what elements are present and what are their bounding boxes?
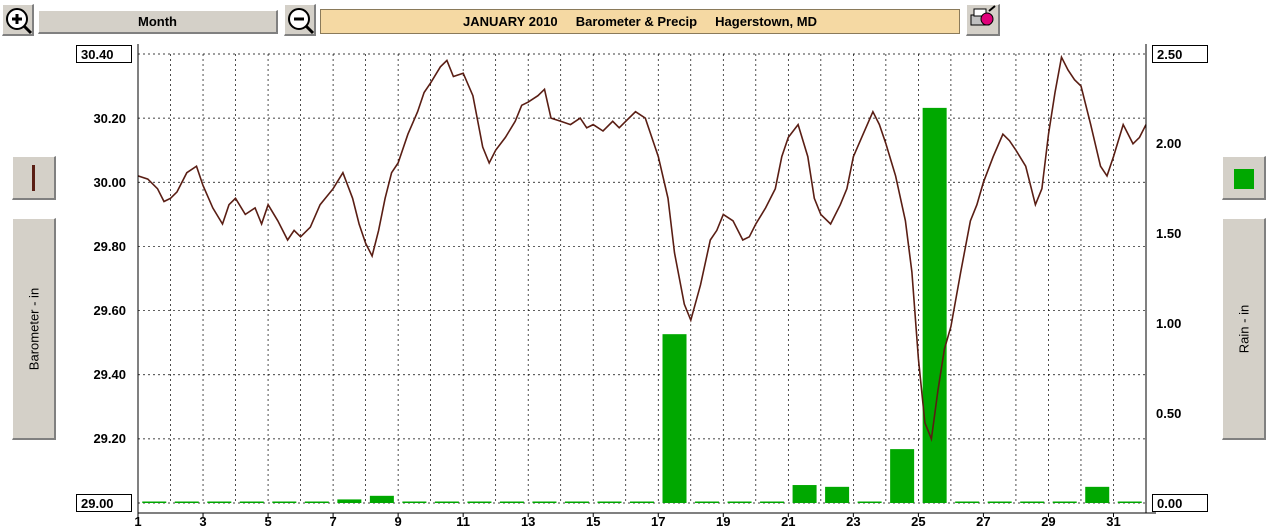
period-selector[interactable]: Month <box>38 10 278 34</box>
rain-bar <box>760 501 785 503</box>
rain-bar <box>207 501 232 503</box>
left-y-tick-label: 29.00 <box>76 494 132 512</box>
rain-bar <box>597 501 622 503</box>
rain-bars <box>142 107 1142 503</box>
left-y-tick-label: 29.40 <box>93 367 126 383</box>
rain-bar <box>1020 501 1045 503</box>
rain-bar <box>142 501 167 503</box>
rain-bar <box>402 501 427 503</box>
x-tick-label: 13 <box>521 514 535 529</box>
rain-bar <box>1052 501 1077 503</box>
rain-bar <box>564 501 589 503</box>
right-y-tick-label: 2.00 <box>1156 136 1182 152</box>
barometer-line-icon <box>32 165 35 191</box>
rain-bar <box>825 486 850 503</box>
rain-bar <box>174 501 199 503</box>
left-y-tick-label: 29.60 <box>93 303 126 319</box>
x-tick-label: 21 <box>781 514 795 529</box>
rain-bar <box>532 501 557 503</box>
x-tick-label: 31 <box>1106 514 1120 529</box>
x-tick-label: 7 <box>329 514 336 529</box>
rain-color-swatch[interactable] <box>1222 156 1266 200</box>
rain-bar <box>695 501 720 503</box>
rain-bar <box>987 501 1012 503</box>
left-y-tick-label: 30.00 <box>93 174 126 190</box>
x-tick-label: 3 <box>199 514 206 529</box>
zoom-in-icon <box>6 8 33 35</box>
rain-bar <box>239 501 264 503</box>
rain-bar <box>922 107 947 503</box>
right-y-tick-label: 1.50 <box>1156 226 1182 242</box>
rain-bar-icon <box>1234 169 1254 189</box>
left-y-tick-label: 30.20 <box>93 110 126 126</box>
grid-lines <box>138 53 1146 504</box>
pressure-line <box>137 54 1147 443</box>
plot-frame <box>137 44 1156 514</box>
rain-bar <box>337 499 362 503</box>
rain-bar <box>499 501 524 503</box>
rain-bar <box>304 501 329 503</box>
zoom-out-button[interactable] <box>284 4 316 36</box>
right-y-tick-label: 0.50 <box>1156 405 1182 421</box>
barometer-axis-button[interactable]: Barometer - in <box>12 218 56 440</box>
print-icon <box>970 5 996 26</box>
x-tick-label: 19 <box>716 514 730 529</box>
zoom-out-icon <box>288 8 315 35</box>
right-y-tick-label: 0.00 <box>1152 494 1208 512</box>
chart-title: JANUARY 2010 Barometer & Precip Hagersto… <box>320 9 960 34</box>
rain-bar <box>727 501 752 503</box>
left-y-tick-label: 29.20 <box>93 431 126 447</box>
rain-bar <box>955 501 980 503</box>
rain-bar <box>272 501 297 503</box>
rain-bar <box>890 449 915 503</box>
rain-bar <box>857 501 882 503</box>
rain-bar <box>792 485 817 503</box>
rain-bar <box>630 501 654 503</box>
print-button[interactable] <box>966 4 1000 36</box>
zoom-in-button[interactable] <box>2 4 34 36</box>
rain-axis-button[interactable]: Rain - in <box>1222 218 1266 440</box>
x-tick-label: 29 <box>1041 514 1055 529</box>
barometer-color-swatch[interactable] <box>12 156 56 200</box>
x-tick-label: 1 <box>134 514 141 529</box>
rain-bar <box>369 495 394 503</box>
x-tick-label: 5 <box>264 514 271 529</box>
x-tick-label: 17 <box>651 514 665 529</box>
rain-bar <box>662 334 687 503</box>
rain-bar <box>434 501 459 503</box>
left-y-tick-label: 29.80 <box>93 238 126 254</box>
right-y-tick-label: 2.50 <box>1152 45 1208 63</box>
rain-bar <box>1085 486 1110 503</box>
x-tick-label: 27 <box>976 514 990 529</box>
x-tick-label: 9 <box>395 514 402 529</box>
rain-bar <box>1117 501 1142 503</box>
rain-bar <box>467 501 492 503</box>
x-tick-label: 25 <box>911 514 925 529</box>
x-tick-labels: 1 3 5 7 9 11 13 15 17 19 21 23 25 27 29 31 <box>134 513 1121 529</box>
x-tick-label: 23 <box>846 514 860 529</box>
right-y-tick-label: 1.00 <box>1156 315 1182 331</box>
left-y-tick-label: 30.40 <box>76 45 132 63</box>
x-tick-label: 11 <box>456 514 470 529</box>
x-tick-label: 15 <box>586 514 600 529</box>
